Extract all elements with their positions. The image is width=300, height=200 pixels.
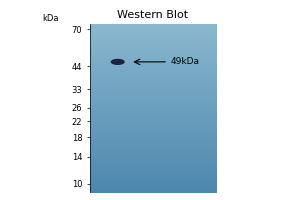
Text: kDa: kDa xyxy=(42,14,58,23)
Text: 49kDa: 49kDa xyxy=(171,57,200,66)
Title: Western Blot: Western Blot xyxy=(117,10,189,20)
Ellipse shape xyxy=(111,60,124,64)
